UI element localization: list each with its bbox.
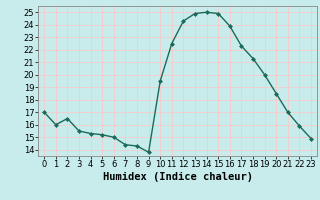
- X-axis label: Humidex (Indice chaleur): Humidex (Indice chaleur): [103, 172, 252, 182]
